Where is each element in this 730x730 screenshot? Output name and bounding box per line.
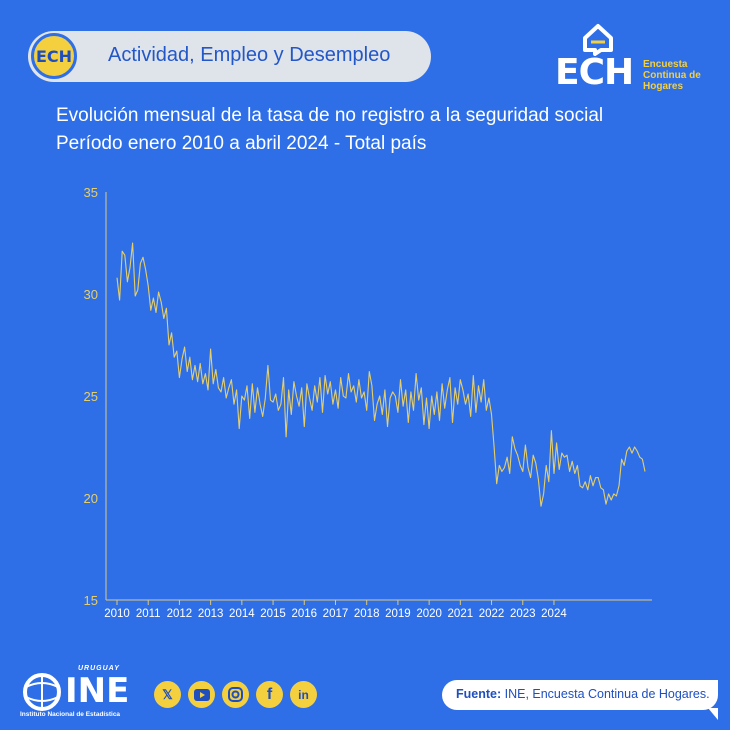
source-label: Fuente: [456,687,502,701]
ech-logo-text: ECH [555,52,634,93]
linkedin-icon[interactable]: in [290,681,317,708]
x-tick-label: 2015 [260,608,286,620]
x-tick-label: 2011 [136,608,161,620]
x-tick-label: 2013 [198,608,224,620]
ech-logo: ECH Encuesta Continua de Hogares [555,22,715,94]
source-value: INE, Encuesta Continua de Hogares. [501,687,710,701]
x-tick-label: 2024 [541,608,567,620]
x-tick-label: 2010 [104,608,130,620]
y-tick-label: 35 [84,185,98,200]
y-tick-label: 15 [84,593,98,608]
x-tick-label: 2012 [167,608,193,620]
x-tick-label: 2020 [416,608,442,620]
ine-logo-text: INE [65,671,130,711]
ech-logo-subtitle: Encuesta Continua de Hogares [643,59,701,92]
ine-top-text: URUGUAY [78,665,120,672]
x-icon[interactable]: 𝕏 [154,681,181,708]
ech-badge: ECH [31,33,77,79]
y-tick-label: 20 [84,491,98,506]
x-tick-label: 2017 [323,608,349,620]
source-text: Fuente: INE, Encuesta Continua de Hogare… [456,687,710,701]
chart-title: Evolución mensual de la tasa de no regis… [56,105,604,126]
chart-subtitle: Período enero 2010 a abril 2024 - Total … [56,133,427,154]
x-tick-label: 2018 [354,608,380,620]
social-links: 𝕏 f in [154,681,317,708]
x-tick-label: 2023 [510,608,536,620]
x-tick-label: 2014 [229,608,255,620]
ine-logo: URUGUAY INE Instituto Nacional de Estadí… [20,665,135,720]
house-icon [583,24,613,56]
y-tick-label: 30 [84,287,98,302]
series-line [116,242,646,507]
y-tick-label: 25 [84,389,98,404]
facebook-icon[interactable]: f [256,681,283,708]
youtube-icon[interactable] [188,681,215,708]
instagram-icon[interactable] [222,681,249,708]
section-title: Actividad, Empleo y Desempleo [108,44,391,66]
x-tick-label: 2019 [385,608,411,620]
x-tick-label: 2016 [291,608,317,620]
ine-globe-icon [23,673,61,711]
x-tick-label: 2022 [479,608,505,620]
section-pill: ECH Actividad, Empleo y Desempleo [28,31,431,82]
ine-name: Instituto Nacional de Estadística [20,711,121,718]
source-box: Fuente: INE, Encuesta Continua de Hogare… [442,680,718,720]
x-tick-label: 2021 [448,608,474,620]
